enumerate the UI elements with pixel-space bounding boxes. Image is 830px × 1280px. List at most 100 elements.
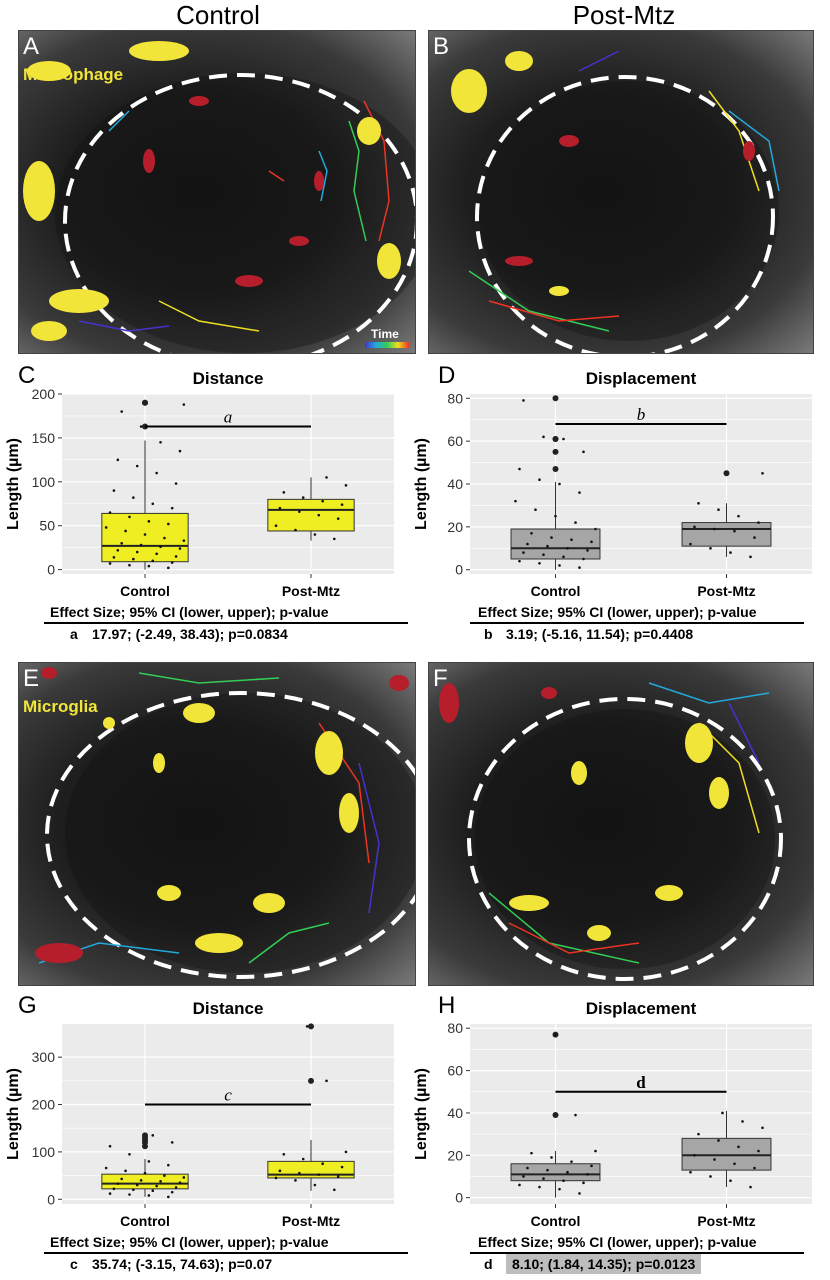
data-point [590, 1164, 593, 1168]
data-point [155, 552, 158, 556]
data-point [128, 1152, 131, 1156]
time-colorbar [365, 342, 409, 348]
data-point [325, 1079, 328, 1083]
data-point [562, 555, 565, 559]
data-point [518, 559, 521, 563]
chart-title: Distance [193, 999, 264, 1018]
data-point [132, 557, 135, 561]
effect-size-rule-h [470, 1252, 804, 1254]
data-point [741, 1120, 744, 1123]
effect-size-value-b: 3.19; (-5.16, 11.54); p=0.4408 [506, 626, 694, 642]
y-tick-label: 0 [455, 1190, 463, 1206]
data-point [139, 1179, 143, 1182]
data-point [689, 542, 692, 546]
time-label: Time [371, 327, 399, 341]
data-point [757, 521, 760, 524]
panel-letter-h: H [438, 992, 456, 1019]
micrograph-b-drawing [451, 50, 780, 353]
data-point [167, 1195, 170, 1199]
y-tick-label: 150 [32, 430, 56, 446]
effect-size-key-d: d [484, 1256, 493, 1272]
data-point [167, 1163, 170, 1167]
panel-letter-a: A [23, 33, 40, 60]
data-point [333, 1188, 336, 1192]
data-point [518, 1183, 521, 1187]
box-post-mtz [681, 1137, 772, 1171]
data-point [336, 517, 340, 520]
chart-g-svg: 0 100 200 300 Distance Length (µm) Control Post… [5, 999, 394, 1229]
significance-label: b [637, 405, 646, 424]
data-point [182, 403, 186, 406]
data-point [321, 1162, 324, 1166]
data-point [155, 471, 158, 475]
data-point [294, 1179, 297, 1182]
data-point [294, 528, 297, 532]
panel-letter-d: D [438, 362, 456, 389]
effect-size-rule-c [44, 622, 408, 624]
data-point [151, 1189, 155, 1193]
data-point [108, 1144, 112, 1148]
significance-label: a [224, 407, 233, 426]
data-point [317, 513, 321, 517]
data-point [574, 1113, 577, 1117]
data-point [128, 515, 131, 519]
data-point [147, 1160, 151, 1163]
data-point [530, 1151, 533, 1155]
data-point [163, 536, 166, 540]
micrograph-a: A Macrophage Time [18, 30, 416, 354]
data-point [313, 533, 317, 536]
data-point [582, 557, 585, 561]
panel-letter-b: B [433, 33, 450, 60]
data-point [542, 1177, 545, 1180]
data-point [124, 529, 127, 533]
data-point [163, 1174, 166, 1177]
outlier-point [552, 436, 559, 442]
data-point [132, 1188, 135, 1192]
data-point [749, 1185, 752, 1189]
data-point [693, 525, 696, 529]
chart-c-svg: 0 50 100 150 200 Distance Length (µm) Control Po… [5, 369, 394, 599]
data-point [336, 1175, 340, 1178]
y-tick-label: 50 [39, 518, 55, 534]
data-point [151, 559, 155, 563]
y-axis-label: Length (µm) [5, 438, 22, 530]
y-tick-label: 300 [32, 1049, 56, 1065]
outlier-point [142, 1132, 148, 1139]
micrograph-a-drawing [23, 41, 415, 353]
data-point [182, 1176, 186, 1179]
effect-size-header-h: Effect Size; 95% CI (lower, upper); p-va… [478, 1234, 757, 1250]
effect-size-key-b: b [484, 626, 493, 642]
data-point [174, 482, 178, 485]
panel-letter-c: C [18, 362, 36, 389]
y-tick-label: 20 [447, 1147, 463, 1163]
data-point [116, 458, 120, 462]
data-point [298, 1171, 301, 1175]
data-point [594, 1149, 597, 1153]
data-point [167, 522, 170, 526]
data-point [159, 545, 162, 549]
chart-title: Displacement [586, 369, 697, 388]
data-point [159, 440, 162, 444]
data-point [139, 543, 143, 547]
micrograph-e: E Microglia [18, 662, 416, 986]
data-point [566, 546, 569, 550]
data-point [301, 1157, 305, 1161]
data-point [278, 1169, 282, 1173]
chart-h: H 0 20 40 60 80 Displacement Length (µm) Contro… [413, 992, 830, 1230]
x-tick-label: Post-Mtz [282, 583, 340, 599]
data-point [143, 1171, 147, 1175]
data-point [317, 1173, 321, 1176]
outlier-point [723, 470, 730, 477]
data-point [737, 1145, 740, 1149]
effect-size-value-d: 8.10; (1.84, 14.35); p=0.0123 [506, 1254, 702, 1274]
chart-d-svg: 0 20 40 60 80 Displacement Length (µm) Control P… [413, 369, 812, 599]
data-point [737, 514, 740, 518]
data-point [570, 1160, 573, 1163]
data-point [546, 544, 549, 548]
micrograph-f-drawing [439, 682, 783, 981]
data-point [542, 435, 545, 439]
effect-size-key-a: a [70, 626, 78, 642]
micrograph-e-drawing [35, 667, 415, 979]
data-point [538, 561, 541, 565]
data-point [135, 1183, 139, 1187]
